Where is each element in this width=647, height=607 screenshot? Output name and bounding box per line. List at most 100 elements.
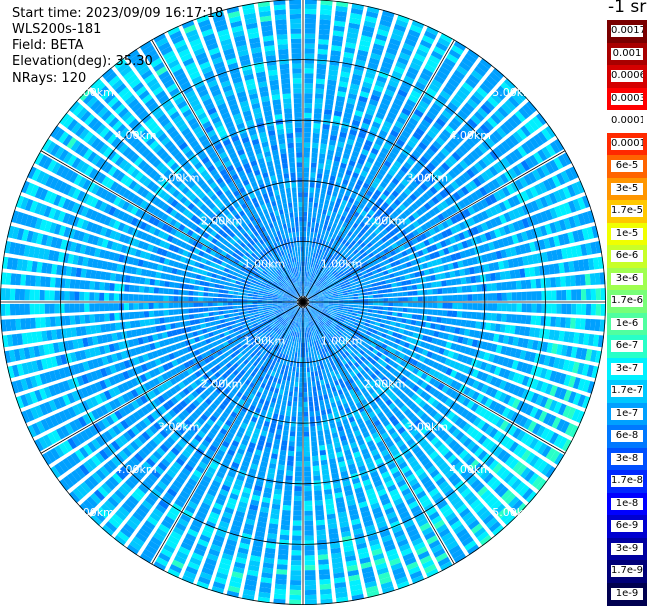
range-gate-cell (303, 206, 308, 212)
range-gate-cell (311, 267, 314, 273)
range-gate-cell (304, 4, 317, 10)
range-gate-cell (374, 235, 381, 242)
range-gate-cell (441, 162, 450, 172)
range-gate-cell (294, 386, 298, 392)
range-gate-cell (364, 322, 370, 327)
range-gate-cell (322, 274, 327, 279)
range-gate-cell (561, 303, 567, 315)
range-gate-cell (283, 500, 292, 506)
range-gate-cell (331, 262, 337, 268)
range-gate-cell (382, 270, 389, 276)
range-gate-cell (303, 431, 310, 437)
range-gate-cell (309, 406, 314, 412)
range-gate-cell (297, 421, 303, 427)
range-gate-cell (321, 261, 326, 267)
range-gate-cell (320, 0, 333, 6)
range-gate-cell (441, 280, 447, 287)
range-gate-cell (295, 347, 298, 353)
range-gate-cell (309, 289, 313, 294)
range-gate-cell (373, 302, 379, 306)
range-gate-cell (318, 39, 329, 45)
range-gate-cell (402, 307, 408, 313)
range-gate-cell (367, 287, 373, 292)
range-gate-cell (328, 64, 339, 71)
range-gate-cell (345, 169, 353, 176)
range-gate-cell (330, 50, 341, 57)
range-gate-cell (431, 316, 437, 323)
range-gate-cell (514, 179, 524, 190)
range-gate-cell (440, 147, 450, 157)
range-gate-cell (396, 232, 404, 239)
range-gate-cell (339, 226, 346, 233)
range-gate-cell (483, 332, 490, 341)
range-gate-cell (551, 343, 558, 355)
range-gate-cell (322, 281, 327, 286)
range-gate-cell (368, 209, 375, 217)
range-gate-cell (453, 40, 467, 51)
range-gate-cell (551, 290, 557, 301)
range-gate-cell (292, 366, 296, 372)
range-gate-cell (405, 319, 412, 325)
range-gate-cell (330, 237, 335, 244)
range-gate-cell (396, 252, 404, 259)
range-gate-cell (337, 193, 344, 200)
range-gate-cell (332, 293, 338, 296)
range-gate-cell (304, 565, 316, 571)
range-gate-cell (554, 205, 563, 218)
range-gate-cell (440, 256, 448, 264)
range-gate-cell (392, 312, 398, 317)
range-gate-cell (541, 251, 549, 263)
range-gate-cell (390, 164, 399, 173)
range-gate-cell (570, 275, 576, 287)
range-gate-cell (526, 291, 532, 301)
range-gate-cell (548, 329, 555, 340)
range-gate-cell (304, 500, 313, 506)
range-gate-cell (549, 222, 557, 234)
range-gate-cell (314, 197, 319, 204)
range-gate-cell (290, 580, 302, 586)
range-gate-cell (303, 317, 305, 323)
range-gate-cell (418, 141, 428, 151)
range-gate-cell (439, 190, 448, 199)
range-gate-cell (358, 305, 364, 308)
range-gate-cell (539, 225, 548, 237)
range-gate-cell (453, 133, 464, 143)
range-gate-cell (370, 147, 379, 155)
range-gate-cell (404, 274, 411, 280)
range-gate-cell (306, 292, 310, 298)
range-gate-cell (417, 302, 423, 308)
range-gate-cell (338, 249, 344, 255)
range-gate-cell (287, 355, 292, 361)
range-gate-cell (578, 259, 585, 272)
range-gate-cell (396, 281, 402, 287)
range-gate-cell (408, 94, 419, 104)
range-gate-cell (330, 268, 335, 274)
range-gate-cell (400, 191, 409, 200)
range-gate-cell (356, 286, 362, 291)
range-gate-cell (512, 336, 519, 347)
range-gate-cell (315, 83, 325, 90)
range-gate-cell (445, 228, 453, 237)
range-gate-cell (316, 534, 327, 541)
range-gate-cell (399, 237, 407, 244)
range-gate-cell (306, 367, 310, 373)
range-gate-cell (306, 246, 309, 252)
range-gate-cell (434, 273, 441, 281)
range-gate-cell (362, 25, 375, 33)
range-gate-cell (384, 240, 391, 247)
range-gate-cell (304, 98, 313, 104)
range-gate-cell (562, 152, 573, 165)
range-gate-cell (314, 370, 319, 377)
range-gate-cell (409, 325, 416, 331)
range-gate-cell (384, 89, 395, 97)
range-gate-cell (565, 168, 575, 181)
range-gate-cell (353, 167, 361, 175)
range-gate-cell (304, 510, 313, 516)
range-gate-cell (397, 307, 403, 312)
range-gate-cell (327, 272, 332, 277)
range-gate-cell (508, 134, 520, 146)
range-gate-cell (357, 292, 364, 296)
range-gate-cell (396, 215, 404, 223)
range-gate-cell (303, 382, 307, 388)
range-gate-cell (418, 196, 427, 204)
